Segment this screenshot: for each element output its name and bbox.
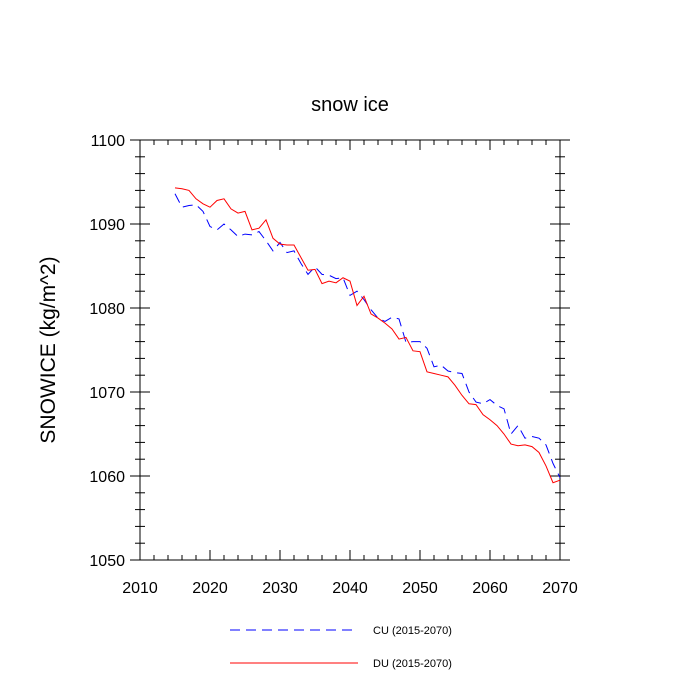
x-tick-label: 2020: [192, 580, 228, 597]
y-tick-label: 1070: [89, 385, 125, 402]
x-tick-label: 2060: [472, 580, 508, 597]
y-tick-label: 1100: [91, 133, 126, 150]
y-tick-label: 1090: [89, 217, 125, 234]
series-line-cu: [174, 193, 561, 478]
axis-tick-labels: 2010 2020 2030 2040 2050 2060 2070 1050 1060 1070…: [89, 133, 577, 597]
x-tick-label: 2070: [542, 580, 578, 597]
y-tick-label: 1060: [89, 469, 125, 486]
legend-label-cu: CU (2015-2070): [373, 625, 452, 637]
plot-frame: [139, 139, 561, 561]
axis-ticks: [130, 139, 570, 561]
x-tick-label: 2040: [332, 580, 368, 597]
series-line-du: [174, 187, 561, 484]
legend-label-du: DU (2015-2070): [373, 658, 452, 670]
x-tick-label: 2010: [122, 580, 158, 597]
y-axis-label: SNOWICE (kg/m^2): [37, 256, 60, 443]
x-tick-label: 2050: [402, 580, 438, 597]
y-tick-label: 1080: [89, 301, 125, 318]
legend: CU (2015-2070) DU (2015-2070): [230, 625, 452, 670]
y-tick-label: 1050: [89, 553, 125, 570]
chart-title: snow ice: [311, 94, 389, 116]
series-layer: [174, 187, 561, 484]
x-tick-label: 2030: [262, 580, 298, 597]
